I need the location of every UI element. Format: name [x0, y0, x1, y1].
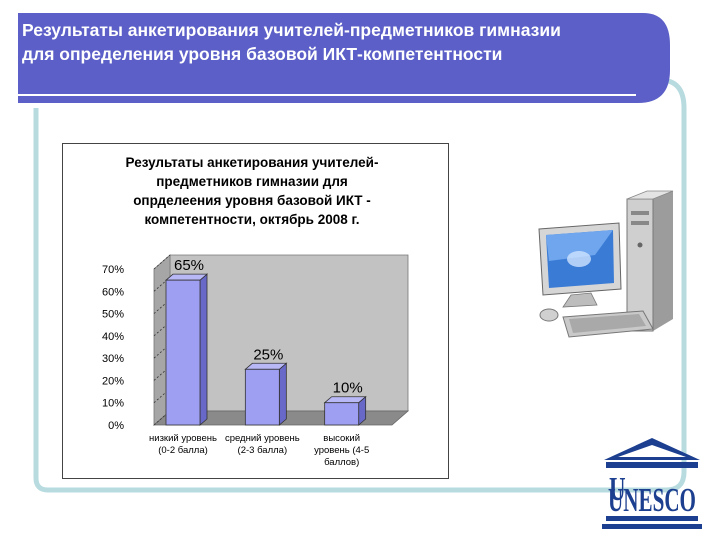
x-category-label: высокий — [323, 433, 360, 444]
bar-top — [323, 396, 367, 404]
bar-chart: Результаты анкетирования учителей-предме… — [102, 155, 410, 468]
bar-top — [164, 273, 209, 281]
chart-title-line: Результаты анкетирования учителей- — [126, 155, 379, 170]
unesco-letter: U — [609, 471, 626, 508]
page-title: Результаты анкетирования учителей-предме… — [22, 20, 561, 64]
y-tick-label: 60% — [102, 286, 124, 298]
bars — [164, 273, 367, 426]
slide-frame-border — [33, 77, 687, 493]
bar-top — [244, 362, 288, 370]
unesco-base-2 — [602, 524, 702, 529]
bar — [244, 368, 280, 426]
data-label: 65% — [174, 257, 204, 274]
y-tick-label: 0% — [108, 420, 124, 432]
y-axis-ticks: 0% 10% 20% 30% 40% 50% 60% 70% — [102, 264, 124, 432]
x-category-label: уровень (4-5 — [314, 445, 369, 456]
chart-title-line: компетентности, октябрь 2008 г. — [144, 212, 359, 227]
y-tick-label: 10% — [102, 398, 124, 410]
monitor-screen-logo — [567, 251, 591, 267]
x-category-label: (0-2 балла) — [158, 445, 208, 456]
chart-title: Результаты анкетирования учителей-предме… — [126, 155, 379, 227]
y-tick-label: 50% — [102, 309, 124, 321]
bar — [324, 402, 360, 426]
monitor-stand — [562, 292, 598, 308]
pc-drive-bay — [631, 211, 649, 215]
bar-side — [278, 362, 287, 426]
mouse — [539, 308, 559, 322]
x-category-label: (2-3 балла) — [238, 445, 288, 456]
x-axis-categories: низкий уровень(0-2 балла) средний уровень… — [149, 433, 369, 468]
bar-side — [199, 273, 208, 426]
pc-power-button — [637, 242, 643, 248]
x-category-label: низкий уровень — [149, 433, 217, 444]
y-tick-label: 20% — [102, 375, 124, 387]
unesco-beam — [606, 462, 698, 468]
keyboard-keys — [569, 314, 646, 333]
pc-tower-side — [653, 191, 673, 331]
unesco-base — [606, 516, 698, 521]
data-labels: 65% 25% 10% — [174, 257, 363, 397]
unesco-text: UNESCO — [608, 481, 696, 519]
y-tick-label: 40% — [102, 331, 124, 343]
pc-tower-top — [626, 190, 674, 200]
title-bar — [18, 13, 670, 103]
monitor-screen-glare — [546, 230, 613, 261]
bar — [165, 279, 201, 426]
unesco-pediment-inner — [618, 445, 686, 457]
chart-title-line: опрделеения уровня базовой ИКТ - — [133, 193, 371, 208]
data-label: 25% — [253, 346, 283, 363]
data-label: 10% — [333, 380, 363, 397]
desktop-computer-icon — [538, 190, 674, 338]
x-category-label: средний уровень — [225, 433, 300, 444]
y-tick-label: 30% — [102, 353, 124, 365]
pc-drive-bay-2 — [631, 221, 649, 225]
y-tick-label: 70% — [102, 264, 124, 276]
gridline-side — [153, 254, 171, 270]
unesco-logo: U UNESCO — [602, 438, 702, 529]
x-category-label: баллов) — [324, 457, 359, 468]
chart-title-line: предметников гимназии для — [156, 174, 348, 189]
